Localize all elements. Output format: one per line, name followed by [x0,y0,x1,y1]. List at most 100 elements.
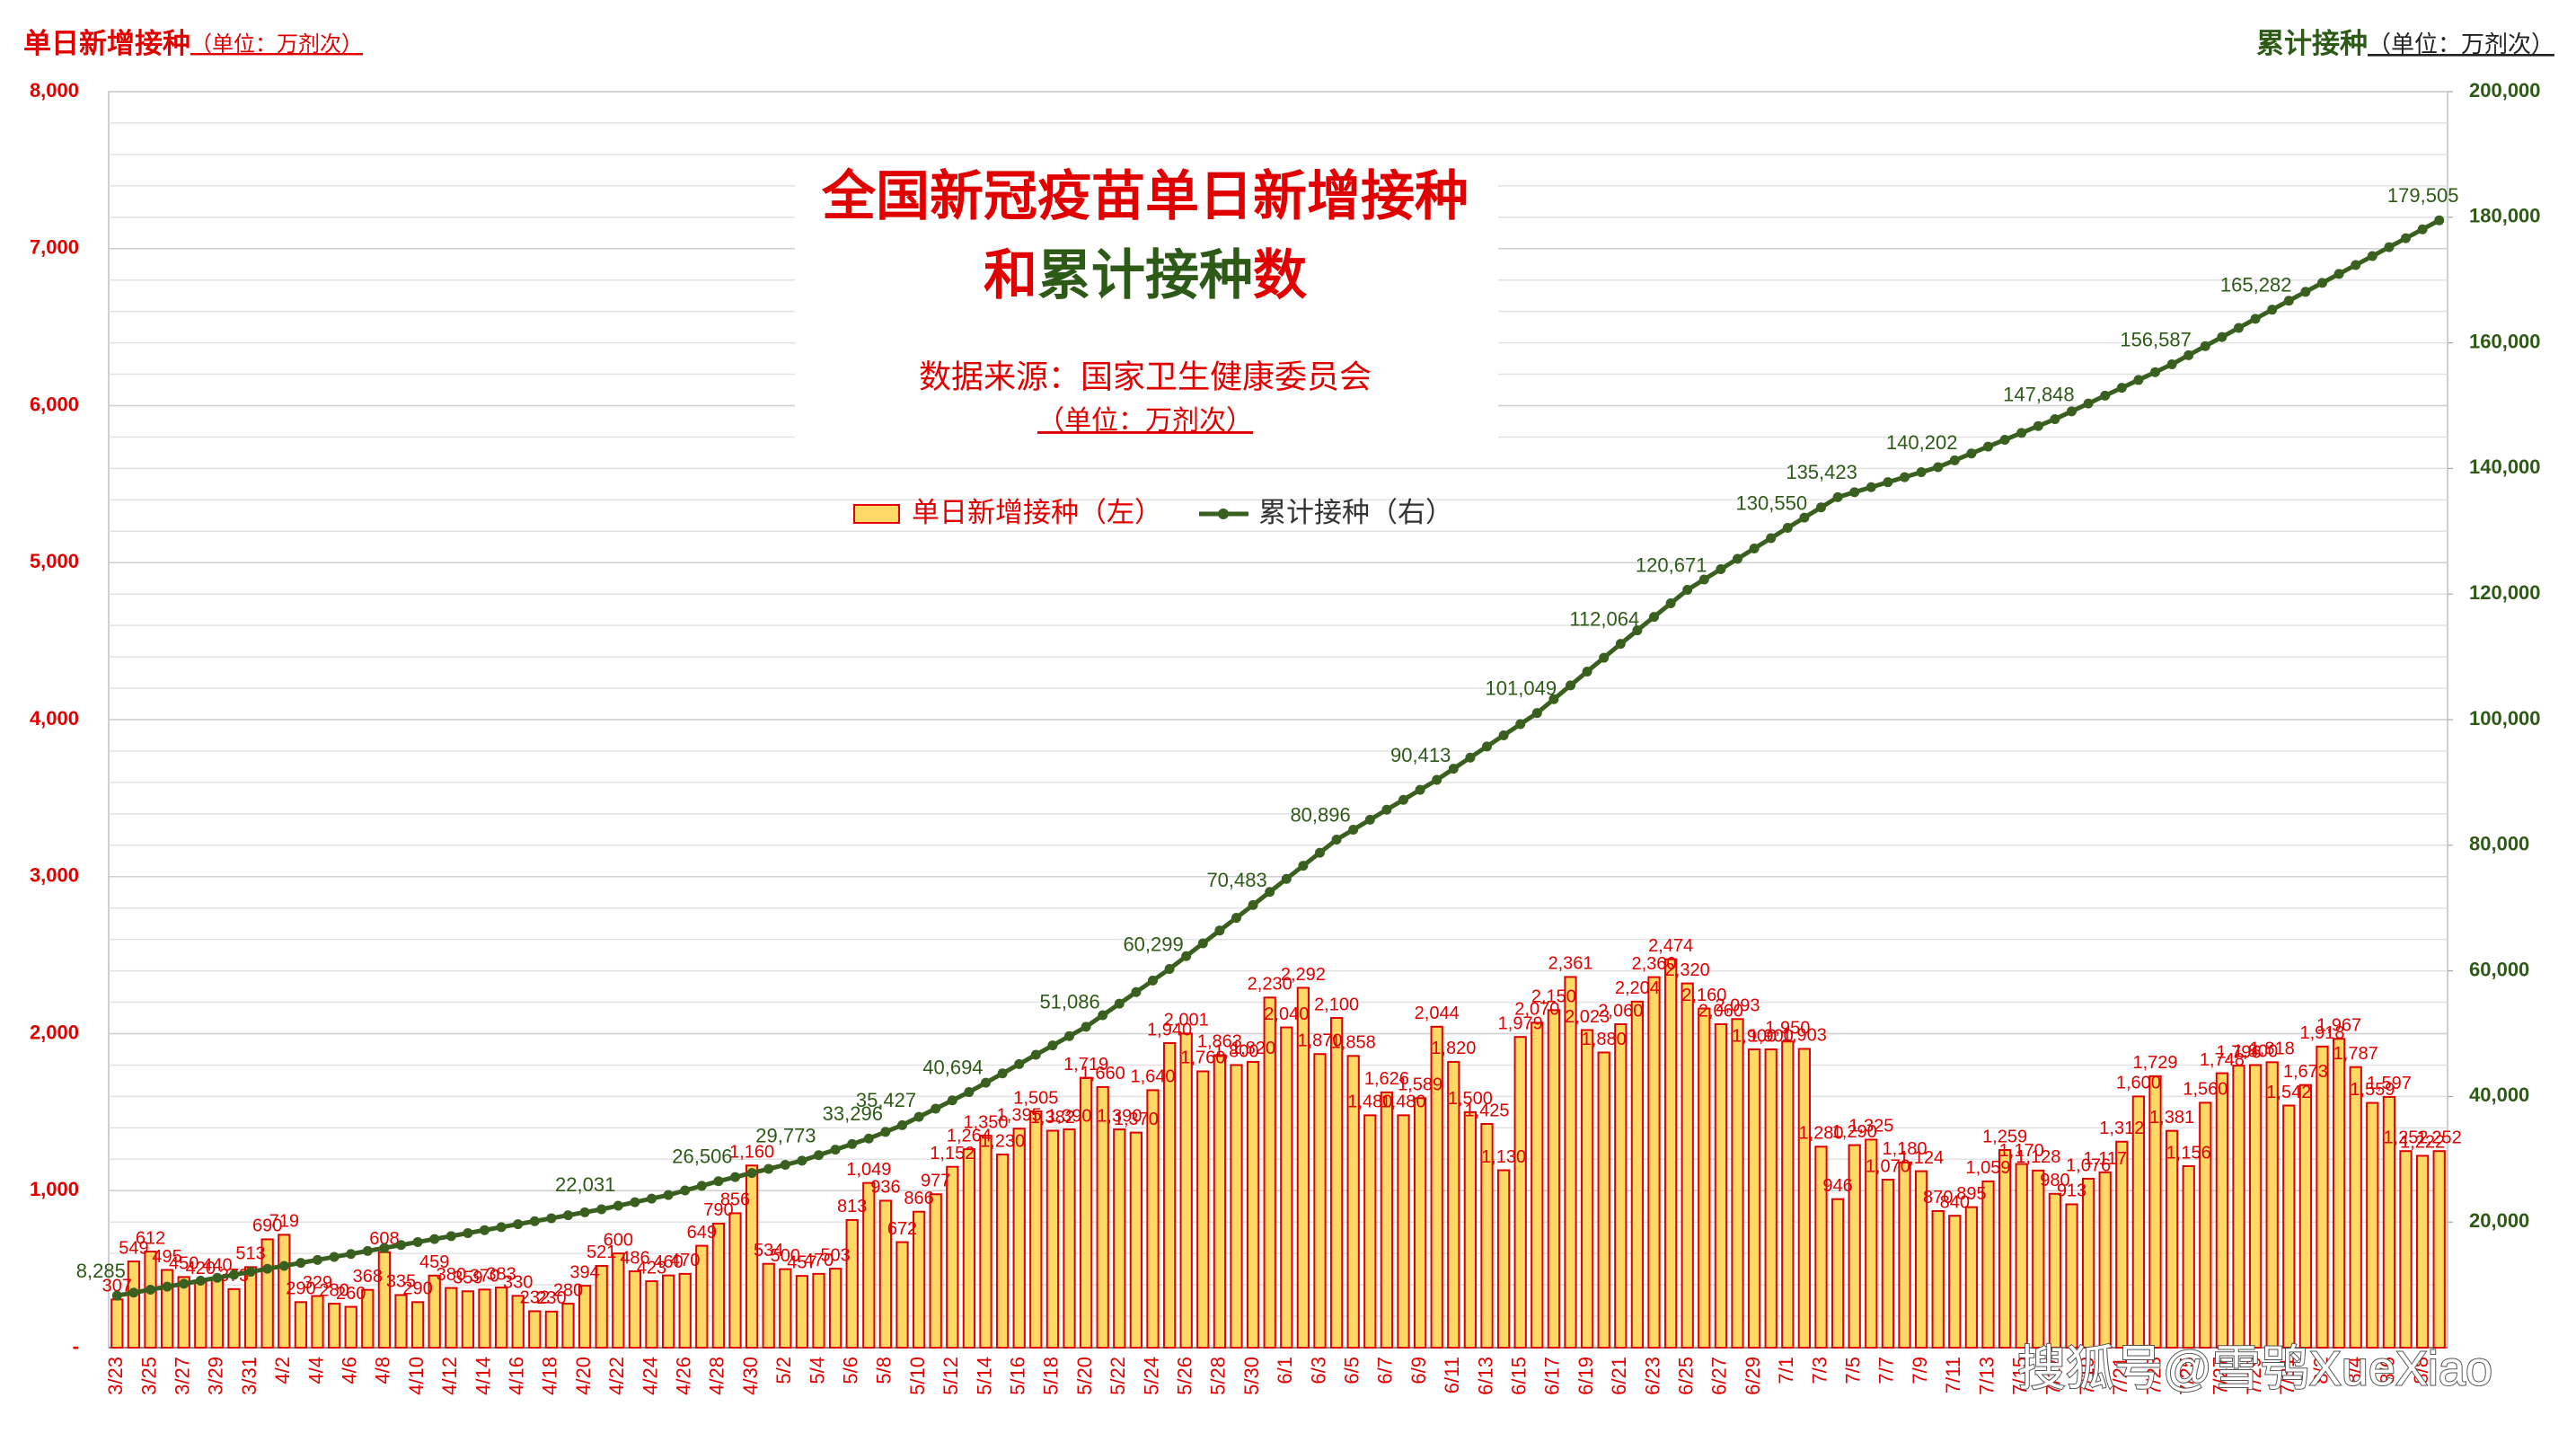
bar [628,1270,642,1349]
x-tick-label: 6/15 [1508,1357,1531,1395]
x-tick-label: 7/31 [2276,1357,2298,1395]
line-point [2217,332,2228,342]
bar [1865,1138,1878,1349]
bar [995,1154,1010,1349]
bar-value-label: 1,818 [2250,1039,2295,1059]
line-point [1615,639,1626,650]
x-tick-label: 5/8 [873,1357,895,1384]
x-tick-label: 6/29 [1742,1357,1764,1395]
line-point [412,1236,423,1247]
bar [177,1276,190,1349]
line-value-label: 33,296 [823,1102,883,1125]
x-tick-label: 4/18 [539,1357,561,1395]
bar-value-label: 450 [169,1254,198,1274]
bar-value-label: 2,060 [1698,1001,1743,1021]
bar [2298,1084,2313,1349]
line-point [1248,899,1258,910]
line-point [1916,467,1927,478]
legend-swatch [853,504,900,524]
line-point [1599,652,1610,663]
bar [1630,1000,1645,1349]
line-point [913,1111,924,1122]
y-tick-label: 8,000 [30,79,79,102]
x-tick-label: 7/17 [2042,1357,2065,1395]
y-tick-label: 1,000 [30,1178,79,1200]
line-value-label: 147,848 [2003,383,2075,405]
bar [678,1272,692,1349]
bar [2081,1177,2095,1349]
bar-value-label: 380 [437,1265,466,1285]
bar [1714,1023,1728,1349]
bar [160,1269,174,1349]
line-point [2250,314,2261,324]
line-point [746,1168,757,1179]
bar-value-label: 1,979 [1498,1013,1543,1033]
bar-value-label: 230 [536,1288,566,1308]
line-point [179,1278,190,1289]
bar-value-label: 335 [386,1272,416,1292]
bar [1647,976,1661,1349]
line-point [2317,278,2327,288]
y2-tick-label: 160,000 [2469,330,2541,352]
y-tick-label: 6,000 [30,393,79,415]
bar [1162,1041,1177,1349]
line-point [2050,414,2060,425]
bar-value-label: 1,800 [2233,1042,2278,1062]
x-tick-label: 4/14 [472,1357,494,1395]
bar-value-label: 936 [870,1178,900,1198]
bar-value-label: 1,597 [2367,1074,2412,1093]
bar-value-label: 1,290 [1832,1122,1877,1142]
bar [2399,1150,2413,1349]
bar-value-label: 1,542 [2266,1083,2311,1102]
line-point [1698,574,1709,585]
x-tick-label: 5/20 [1073,1357,1096,1395]
x-tick-label: 7/13 [1975,1357,1998,1395]
line-point [1649,612,1659,623]
line-point [1949,455,1960,465]
bar [2199,1101,2212,1349]
x-tick-label: 4/4 [304,1357,327,1384]
line-point [1900,472,1910,482]
line-point [1682,585,1693,596]
line-value-label: 26,506 [672,1146,732,1168]
bar [1898,1161,1911,1349]
line-point [1816,502,1826,513]
bar [929,1193,942,1349]
line-point [1548,694,1559,704]
x-tick-label: 7/29 [2243,1357,2265,1395]
bar-value-label: 1,660 [1081,1064,1125,1084]
x-tick-label: 4/28 [706,1357,728,1395]
line-point [1498,730,1509,740]
bar-value-label: 503 [820,1245,850,1265]
line-point [1231,913,1241,924]
x-tick-label: 6/7 [1374,1357,1397,1384]
bar-value-label: 649 [687,1223,717,1243]
line-point [1030,1049,1041,1060]
line-point [1064,1031,1074,1041]
line-value-label: 29,773 [755,1125,816,1147]
line-point [2234,323,2244,333]
bar [194,1280,207,1349]
bar [494,1287,508,1349]
bar [2148,1075,2162,1349]
line-point [362,1245,373,1256]
bar-value-label: 1,382 [1030,1108,1075,1128]
bar-value-label: 470 [804,1251,834,1270]
bar-value-label: 1,967 [2316,1016,2361,1036]
x-tick-label: 5/10 [906,1357,929,1395]
line-point [2300,287,2311,297]
x-tick-label: 6/19 [1575,1357,1597,1395]
bar [645,1280,658,1349]
line-point [529,1216,540,1226]
bar-value-label: 2,040 [1264,1004,1309,1024]
bar [127,1261,141,1349]
bar [695,1244,709,1349]
bar-value-label: 329 [303,1273,332,1293]
bar-value-label: 2,360 [1631,954,1676,974]
bar [511,1295,525,1349]
line-point [546,1213,557,1224]
line-point [931,1103,941,1114]
bar [344,1305,357,1349]
x-tick-label: 5/2 [772,1357,795,1384]
line-value-label: 140,202 [1886,431,1958,454]
